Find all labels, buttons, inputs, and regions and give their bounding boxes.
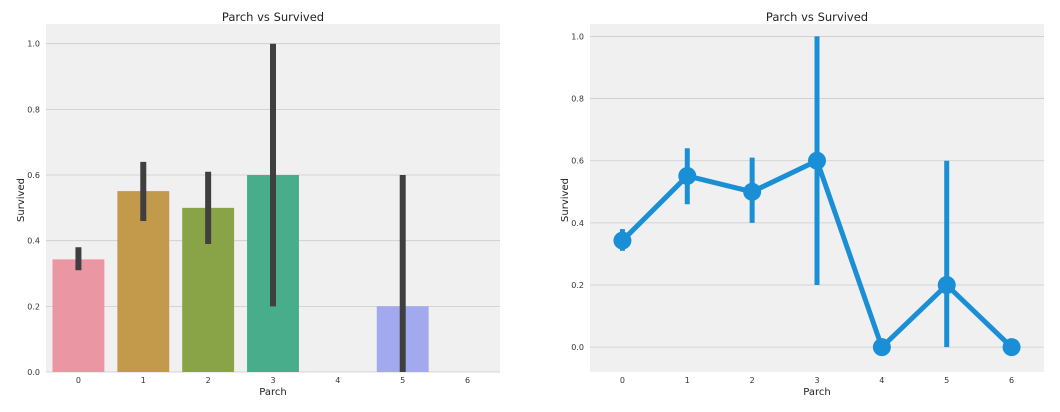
bar-error-bars [75, 43, 406, 372]
point-marker [678, 166, 697, 185]
point-x-tick-label: 6 [1009, 376, 1014, 385]
point-x-tick-label: 0 [620, 376, 625, 385]
point-y-tick-label: 0.8 [571, 95, 584, 104]
bar-x-tick-labels: 0 1 2 3 4 5 6 [76, 376, 470, 385]
point-x-tick-labels: 0 1 2 3 4 5 6 [620, 376, 1014, 385]
point-y-tick-label: 0.6 [571, 157, 584, 166]
point-y-tick-label: 0.2 [571, 281, 584, 290]
point-y-tick-label: 0.0 [571, 343, 584, 352]
bar-x-tick-label: 4 [335, 376, 340, 385]
point-y-tick-label: 1.0 [571, 32, 584, 41]
bar-y-tick-label: 0.6 [27, 171, 40, 180]
point-marker [808, 151, 826, 170]
point-marker [743, 182, 762, 201]
bar-x-tick-label: 5 [400, 376, 405, 385]
point-x-tick-label: 1 [685, 376, 690, 385]
point-chart-panel: 0.0 0.2 0.4 0.6 0.8 1.0 0 1 2 3 4 5 6 Parch vs Surv… [560, 10, 1044, 398]
point-markers [613, 151, 1021, 357]
bar-rect [117, 191, 170, 372]
point-y-tick-label: 0.4 [571, 219, 584, 228]
point-y-axis-label: Survived [560, 178, 571, 222]
point-x-tick-label: 5 [944, 376, 949, 385]
point-marker [872, 338, 891, 357]
bar-y-tick-label: 0.2 [27, 302, 40, 311]
bar-x-tick-label: 0 [76, 376, 81, 385]
bar-rect [52, 259, 105, 372]
point-x-axis-label: Parch [803, 387, 830, 398]
bar-x-tick-label: 1 [141, 376, 146, 385]
point-marker [937, 276, 956, 294]
point-chart-title: Parch vs Survived [766, 10, 868, 24]
point-marker [1002, 338, 1021, 357]
bar-x-tick-label: 6 [465, 376, 470, 385]
bar-y-tick-label: 1.0 [27, 40, 40, 49]
bar-y-axis-label: Survived [16, 178, 27, 222]
bar-x-axis-label: Parch [259, 387, 286, 398]
bar-y-tick-label: 0.0 [27, 368, 40, 377]
bar-chart-panel: 0.0 0.2 0.4 0.6 0.8 1.0 0 1 2 3 4 5 6 Parch vs Surv… [16, 10, 500, 398]
point-x-tick-label: 4 [879, 376, 884, 385]
bar-y-tick-label: 0.4 [27, 237, 40, 246]
bar-y-tick-label: 0.8 [27, 105, 40, 114]
bar-x-tick-label: 3 [270, 376, 275, 385]
bar-chart-title: Parch vs Survived [222, 10, 324, 24]
point-y-tick-labels: 0.0 0.2 0.4 0.6 0.8 1.0 [571, 32, 584, 352]
point-x-tick-label: 3 [814, 376, 819, 385]
point-marker [613, 231, 632, 250]
bar-x-tick-label: 2 [206, 376, 211, 385]
point-x-tick-label: 2 [750, 376, 755, 385]
bar-y-tick-labels: 0.0 0.2 0.4 0.6 0.8 1.0 [27, 40, 40, 377]
